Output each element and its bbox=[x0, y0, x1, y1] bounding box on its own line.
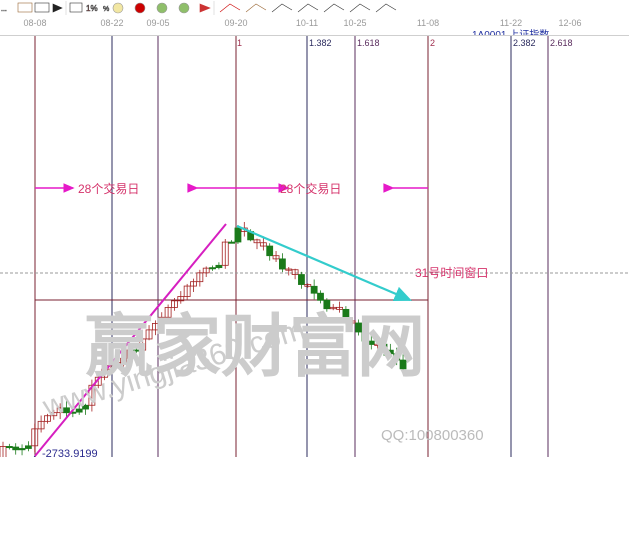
svg-text:...: ... bbox=[1, 6, 7, 13]
svg-text:%: % bbox=[103, 6, 109, 13]
svg-text:1%: 1% bbox=[86, 4, 98, 13]
